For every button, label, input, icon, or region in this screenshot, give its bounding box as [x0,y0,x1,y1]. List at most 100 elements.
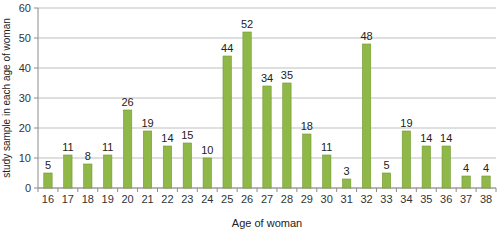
bar [422,146,430,188]
bar [44,173,52,188]
y-tick-label: 60 [19,2,31,14]
x-tick [117,188,118,192]
x-tick-label: 36 [440,193,452,205]
x-tick [356,188,357,192]
x-tick [336,188,337,192]
data-label: 18 [301,120,313,132]
x-tick [496,188,497,192]
x-tick [276,188,277,192]
y-axis-title: study sample in each age of woman [1,18,12,178]
bar [84,164,92,188]
data-label: 14 [161,132,173,144]
y-tick [34,8,38,9]
data-label: 10 [201,144,213,156]
bar [64,155,72,188]
x-tick [436,188,437,192]
data-label: 48 [360,30,372,42]
data-label: 19 [400,117,412,129]
data-label: 3 [344,165,350,177]
y-tick-label: 40 [19,62,31,74]
bar [243,32,251,188]
bar [482,176,490,188]
x-tick-label: 20 [121,193,133,205]
x-tick-label: 32 [360,193,372,205]
data-label: 4 [463,162,469,174]
bar [303,134,311,188]
x-tick-label: 22 [161,193,173,205]
x-tick [97,188,98,192]
data-label: 5 [383,159,389,171]
x-tick [137,188,138,192]
bar [402,131,410,188]
data-label: 26 [121,96,133,108]
bar [362,44,370,188]
y-tick [34,188,38,189]
grid-line [38,38,496,39]
x-tick [476,188,477,192]
grid-line [38,8,496,9]
y-tick [34,158,38,159]
bar [323,155,331,188]
x-tick [177,188,178,192]
x-tick [237,188,238,192]
x-tick-label: 34 [400,193,412,205]
x-tick [376,188,377,192]
data-label: 4 [483,162,489,174]
y-tick [34,38,38,39]
y-tick-label: 10 [19,152,31,164]
y-tick [34,98,38,99]
x-tick [257,188,258,192]
x-tick-label: 23 [181,193,193,205]
x-tick-label: 29 [301,193,313,205]
x-tick-label: 28 [281,193,293,205]
x-tick-label: 31 [341,193,353,205]
x-tick-label: 37 [460,193,472,205]
x-tick-label: 18 [82,193,94,205]
y-tick-label: 20 [19,122,31,134]
y-tick [34,128,38,129]
y-tick-label: 0 [25,182,31,194]
y-axis [38,8,39,188]
bar [223,56,231,188]
x-tick-label: 19 [102,193,114,205]
data-label: 34 [261,72,273,84]
x-tick [396,188,397,192]
x-tick [416,188,417,192]
x-tick [296,188,297,192]
data-label: 8 [85,150,91,162]
data-label: 11 [62,141,73,153]
y-tick-label: 30 [19,92,31,104]
x-tick-label: 25 [221,193,233,205]
x-tick-label: 17 [62,193,74,205]
x-tick-label: 21 [141,193,153,205]
x-tick-label: 26 [241,193,253,205]
data-label: 11 [102,141,113,153]
x-tick [57,188,58,192]
data-label: 19 [141,117,153,129]
x-tick [197,188,198,192]
chart: 0102030405060511811261914151044523435181… [0,0,500,232]
x-tick [157,188,158,192]
bar [263,86,271,188]
data-label: 14 [420,132,432,144]
x-axis-title: Age of woman [232,217,302,229]
x-tick [38,188,39,192]
bar [442,146,450,188]
x-tick [456,188,457,192]
x-tick [316,188,317,192]
data-label: 14 [440,132,452,144]
y-tick [34,68,38,69]
x-tick-label: 30 [321,193,333,205]
bar [143,131,151,188]
data-label: 44 [221,42,233,54]
x-tick-label: 38 [480,193,492,205]
bar [123,110,131,188]
x-tick-label: 35 [420,193,432,205]
bar [283,83,291,188]
bar [203,158,211,188]
data-label: 35 [281,69,293,81]
x-tick-label: 24 [201,193,213,205]
bar [183,143,191,188]
data-label: 15 [181,129,193,141]
bar [104,155,112,188]
